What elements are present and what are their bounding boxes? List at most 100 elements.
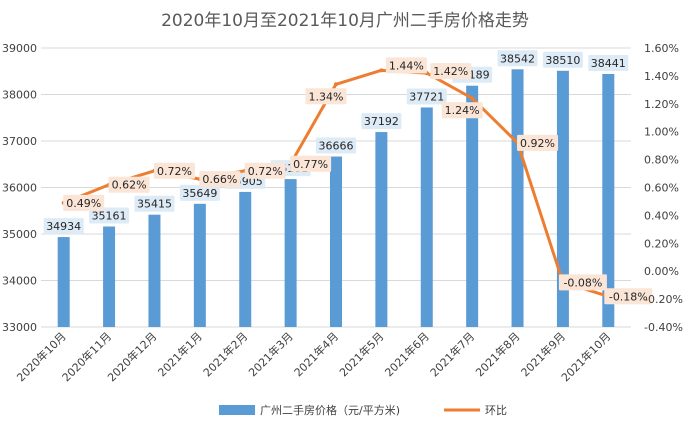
bar-label: 37721 bbox=[409, 90, 444, 103]
bar-label: 35415 bbox=[137, 198, 172, 211]
bar bbox=[330, 156, 342, 327]
bar-label-bg bbox=[89, 207, 130, 224]
x-tick-label: 2021年2月 bbox=[200, 329, 250, 379]
pct-label: 0.49% bbox=[66, 197, 101, 210]
y-right-tick-label: 0.20% bbox=[644, 237, 679, 250]
pct-label-bg bbox=[441, 102, 483, 119]
x-tick-label: 2021年3月 bbox=[246, 329, 296, 379]
pct-label: 0.92% bbox=[520, 137, 555, 150]
chart-title: 2020年10月至2021年10月广州二手房价格走势 bbox=[161, 11, 529, 31]
x-tick-label: 2021年9月 bbox=[518, 329, 568, 379]
bar bbox=[57, 237, 70, 327]
bar-label-bg bbox=[361, 113, 402, 130]
legend-bar-label: 广州二手房价格（元/平方米) bbox=[260, 403, 400, 417]
pct-label: 0.62% bbox=[112, 179, 147, 192]
pct-label: 1.42% bbox=[433, 65, 468, 78]
x-tick-label: 2021年4月 bbox=[291, 329, 341, 379]
bar bbox=[239, 191, 252, 327]
bar-label: 36666 bbox=[319, 140, 354, 153]
bar-label-bg bbox=[497, 50, 538, 67]
bar-label-bg bbox=[43, 218, 84, 235]
y-right-tick-label: 1.60% bbox=[644, 42, 679, 55]
pct-label-layer: 0.49% 0.62% 0.72% 0.66% 0.72% 0.77% 1.34% 1.44%… bbox=[63, 57, 653, 305]
bar bbox=[375, 132, 388, 327]
bar bbox=[556, 70, 569, 327]
pct-label-bg bbox=[385, 57, 427, 74]
y-right-tick-label: 0.00% bbox=[644, 265, 679, 278]
x-tick-label: 2021年8月 bbox=[472, 329, 522, 379]
bar-label: 35161 bbox=[92, 210, 127, 223]
y-right-tick-label: 1.20% bbox=[644, 98, 679, 111]
bar bbox=[511, 69, 524, 327]
bar bbox=[193, 203, 206, 327]
y-left-tick-label: 38000 bbox=[2, 89, 37, 102]
bar bbox=[148, 214, 161, 327]
y-right-tick-label: 0.60% bbox=[644, 182, 679, 195]
y-right-tick-label: 1.00% bbox=[644, 126, 679, 139]
bar-label-bg bbox=[542, 51, 583, 68]
line-point bbox=[379, 68, 384, 73]
y-right-tick-label: 1.40% bbox=[644, 70, 679, 83]
bar-label-bg bbox=[134, 195, 175, 212]
line-point bbox=[470, 96, 475, 101]
x-tick-label: 2021年6月 bbox=[382, 329, 432, 379]
pct-label: -0.18% bbox=[609, 290, 648, 303]
pct-label-bg bbox=[430, 63, 472, 80]
bar bbox=[284, 179, 297, 327]
pct-label-bg bbox=[517, 134, 559, 151]
pct-label-bg bbox=[63, 194, 105, 211]
y-left-tick-label: 39000 bbox=[2, 42, 37, 55]
legend-bar-swatch bbox=[219, 405, 255, 415]
x-tick-label: 2021年10月 bbox=[558, 329, 613, 384]
y-left-tick-label: 36000 bbox=[2, 182, 37, 195]
y-right-tick-label: 0.40% bbox=[644, 209, 679, 222]
x-tick-label: 2021年7月 bbox=[427, 329, 477, 379]
pct-label-bg bbox=[305, 88, 347, 105]
y-right-tick-label: -0.40% bbox=[644, 321, 683, 334]
pct-label-bg bbox=[604, 288, 653, 305]
x-tick-label: 2021年1月 bbox=[155, 329, 205, 379]
pct-label: 0.66% bbox=[202, 173, 237, 186]
bar bbox=[420, 107, 433, 327]
pct-label: 0.77% bbox=[293, 158, 328, 171]
pct-label-bg bbox=[108, 176, 150, 193]
bar-label: 38542 bbox=[500, 52, 535, 65]
pct-label-bg bbox=[290, 155, 332, 172]
bar-label: 38441 bbox=[591, 57, 626, 70]
bar-label-bg bbox=[406, 88, 447, 105]
x-tick-label: 2020年12月 bbox=[104, 329, 159, 384]
y-left-tick-label: 37000 bbox=[2, 135, 37, 148]
pct-label-bg bbox=[199, 171, 241, 188]
legend-line-label: 环比 bbox=[485, 404, 507, 417]
bar bbox=[466, 85, 479, 327]
pct-label: 1.44% bbox=[389, 59, 424, 72]
bar bbox=[103, 226, 116, 327]
bar-label: 37192 bbox=[364, 115, 399, 128]
x-tick-label: 2021年5月 bbox=[336, 329, 386, 379]
pct-label-bg bbox=[244, 162, 286, 179]
pct-label: 0.72% bbox=[248, 165, 283, 178]
pct-label-bg bbox=[153, 162, 195, 179]
line-point bbox=[334, 82, 338, 87]
y-left-tick-label: 34000 bbox=[2, 275, 37, 288]
y-left-tick-label: 33000 bbox=[2, 321, 37, 334]
y-left-tick-label: 35000 bbox=[2, 228, 37, 241]
y-right-tick-label: 0.80% bbox=[644, 154, 679, 167]
bar-label: 34934 bbox=[46, 220, 81, 233]
y-right-tick-label: -0.20% bbox=[644, 293, 683, 306]
pct-label: -0.08% bbox=[563, 276, 602, 289]
bar-label: 35649 bbox=[182, 187, 217, 200]
bar bbox=[602, 73, 615, 327]
bar-label-bg bbox=[588, 54, 629, 71]
pct-label: 0.72% bbox=[157, 165, 192, 178]
pct-label-bg bbox=[558, 274, 607, 291]
bar-layer bbox=[57, 69, 615, 327]
pct-label: 1.34% bbox=[309, 90, 344, 103]
legend: 广州二手房价格（元/平方米) 环比 bbox=[219, 403, 507, 417]
bar-label: 38510 bbox=[545, 54, 580, 67]
bar-label-bg bbox=[316, 137, 356, 154]
bar-label-bg bbox=[179, 184, 220, 201]
pct-label: 1.24% bbox=[445, 104, 480, 117]
